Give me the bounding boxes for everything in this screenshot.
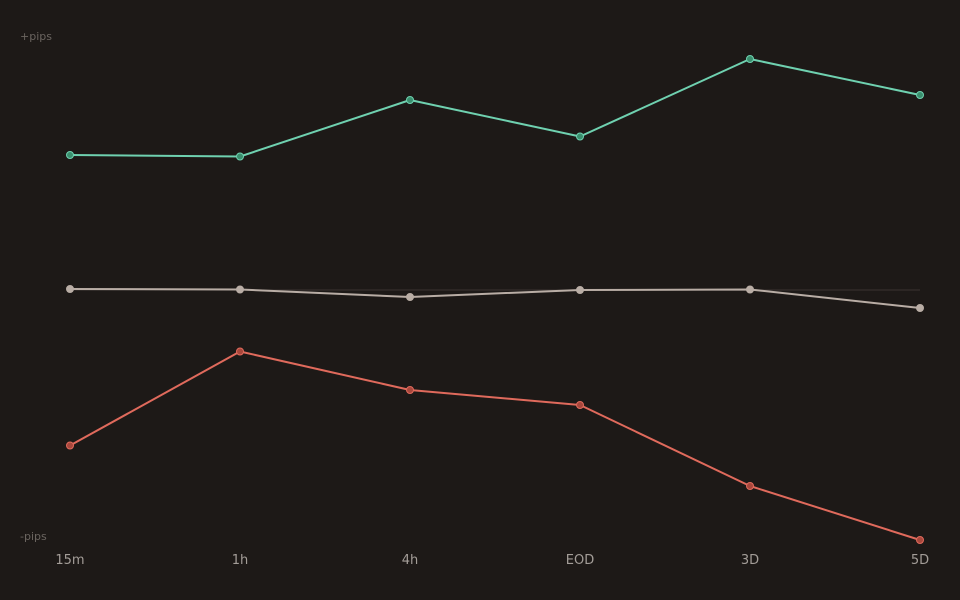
data-point	[66, 441, 74, 450]
data-point	[236, 347, 244, 356]
data-point	[236, 285, 244, 294]
x-tick-label: EOD	[566, 553, 594, 568]
data-point	[66, 285, 74, 293]
series-2	[66, 285, 924, 312]
series-3	[66, 347, 924, 544]
data-point	[746, 55, 754, 63]
data-point	[576, 401, 584, 409]
data-point	[916, 91, 924, 99]
data-point	[746, 482, 754, 490]
data-point	[576, 132, 584, 141]
x-tick-label: 15m	[55, 553, 84, 568]
data-point	[916, 536, 924, 544]
x-axis-ticks: 15m 1h 4h EOD 3D 5D	[55, 553, 929, 568]
x-tick-label: 1h	[232, 553, 249, 568]
y-axis-bottom-label: -pips	[20, 530, 47, 543]
data-point	[406, 386, 414, 394]
series-line	[69, 288, 921, 309]
data-point	[406, 293, 414, 301]
x-tick-label: 5D	[911, 553, 929, 568]
x-tick-label: 3D	[741, 553, 759, 568]
data-point	[236, 152, 244, 161]
series-line	[69, 350, 921, 541]
series-layer	[66, 55, 924, 544]
data-point	[916, 304, 924, 312]
data-point	[576, 286, 584, 294]
data-point	[406, 96, 414, 104]
x-tick-label: 4h	[402, 553, 419, 568]
series-line	[69, 58, 921, 158]
y-axis-top-label: +pips	[20, 30, 52, 43]
data-point	[66, 151, 74, 159]
data-point	[746, 285, 754, 294]
series-1	[66, 55, 924, 161]
